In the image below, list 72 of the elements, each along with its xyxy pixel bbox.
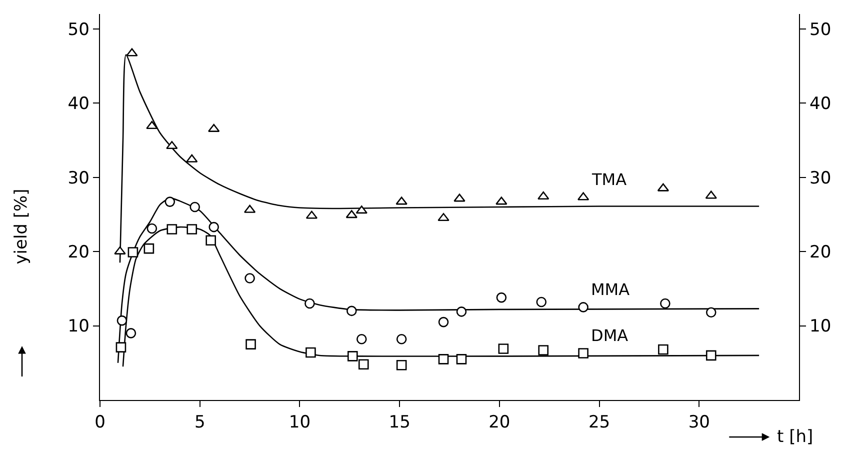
y2-tick-label: 50 bbox=[810, 20, 832, 40]
x-tick-label: 25 bbox=[588, 412, 610, 433]
point bbox=[706, 350, 716, 361]
y2-tick-label: 40 bbox=[810, 94, 832, 114]
line-series bbox=[117, 197, 760, 364]
point bbox=[304, 298, 315, 309]
point bbox=[126, 328, 136, 338]
point bbox=[190, 202, 200, 212]
point bbox=[438, 212, 450, 222]
point bbox=[166, 140, 178, 150]
x-tick-label: 5 bbox=[194, 412, 206, 433]
point bbox=[496, 196, 508, 205]
y2-tick-label: 20 bbox=[810, 242, 832, 262]
point bbox=[356, 206, 368, 214]
x-tick-label: 30 bbox=[688, 412, 710, 433]
y-tick-label: 30 bbox=[68, 168, 90, 188]
point bbox=[186, 154, 198, 162]
point bbox=[164, 196, 176, 207]
point bbox=[498, 344, 509, 354]
point bbox=[396, 334, 407, 344]
point bbox=[206, 235, 216, 246]
series-label: MMA bbox=[591, 280, 630, 299]
point bbox=[186, 224, 198, 234]
point bbox=[658, 344, 668, 355]
point bbox=[246, 339, 256, 350]
point bbox=[578, 302, 588, 312]
point bbox=[346, 210, 358, 218]
y2-tick-label: 10 bbox=[810, 316, 832, 337]
point bbox=[454, 194, 466, 202]
y-tick-label: 20 bbox=[68, 242, 90, 262]
point bbox=[396, 196, 408, 205]
point bbox=[536, 296, 547, 308]
point bbox=[114, 246, 126, 254]
point bbox=[116, 315, 128, 326]
point bbox=[346, 306, 357, 316]
y2-tick-label: 30 bbox=[810, 168, 832, 188]
point bbox=[538, 345, 549, 356]
series-label: DMA bbox=[591, 326, 628, 345]
point bbox=[438, 354, 449, 364]
x-tick-label: 20 bbox=[488, 412, 510, 433]
point bbox=[456, 306, 467, 317]
point bbox=[660, 298, 670, 309]
point bbox=[347, 351, 358, 362]
point bbox=[706, 307, 716, 318]
y-tick-label: 40 bbox=[68, 94, 90, 114]
point bbox=[538, 191, 550, 200]
point bbox=[144, 243, 154, 254]
x-axis-title: t [h] bbox=[777, 427, 814, 447]
point bbox=[705, 190, 717, 199]
point bbox=[244, 273, 255, 284]
point bbox=[146, 223, 158, 234]
x-tick-label: 10 bbox=[288, 412, 311, 433]
y-axis-title: yield [%] bbox=[12, 188, 32, 264]
point bbox=[578, 348, 588, 358]
point bbox=[396, 360, 407, 370]
x-tick-label: 0 bbox=[94, 412, 106, 433]
point bbox=[306, 347, 316, 358]
point bbox=[358, 359, 369, 370]
x-tick-label: 15 bbox=[388, 412, 410, 433]
point bbox=[166, 224, 178, 234]
y-tick-label: 10 bbox=[68, 316, 90, 337]
point bbox=[456, 354, 467, 364]
series-label: TMA bbox=[591, 170, 627, 189]
point bbox=[208, 222, 219, 232]
point bbox=[496, 292, 507, 303]
point bbox=[146, 120, 158, 129]
point bbox=[356, 334, 367, 344]
point bbox=[116, 342, 126, 352]
y-tick-label: 50 bbox=[68, 20, 90, 40]
point bbox=[126, 48, 138, 56]
point bbox=[128, 247, 138, 258]
point bbox=[438, 316, 449, 328]
